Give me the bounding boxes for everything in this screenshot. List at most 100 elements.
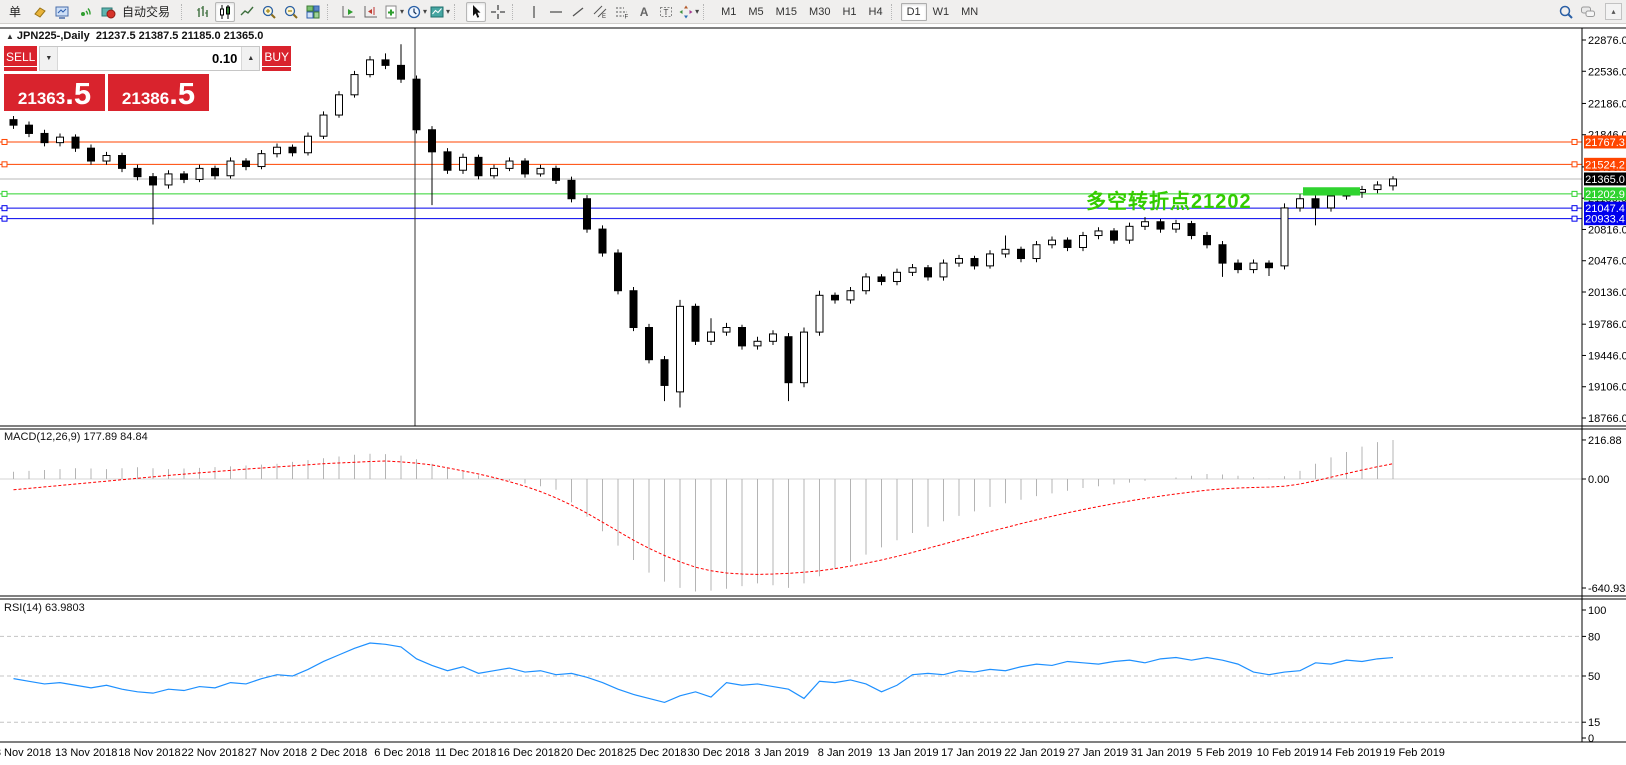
macd-signal-line	[13, 460, 1394, 575]
new-order-button[interactable]: 单	[8, 5, 21, 19]
chart-annotation-text[interactable]: 多空转折点21202	[1086, 191, 1252, 213]
candle-body	[102, 155, 111, 162]
candle-body	[1265, 262, 1273, 269]
candle-body	[753, 340, 762, 347]
trendline-tool-icon[interactable]	[568, 2, 588, 22]
candle-body	[738, 327, 746, 347]
candle-body	[257, 153, 266, 168]
candle-body	[769, 333, 777, 342]
date-axis-label: 13 Nov 2018	[55, 747, 117, 759]
line-handle[interactable]	[1571, 215, 1578, 222]
fibonacci-tool-icon[interactable]: F	[612, 2, 632, 22]
highlight-rectangle[interactable]	[1303, 187, 1360, 196]
candle-body	[1032, 244, 1041, 260]
line-handle[interactable]	[1571, 161, 1578, 168]
volume-input[interactable]	[58, 47, 242, 70]
price-axis-label: 19446.0	[1588, 350, 1626, 362]
date-axis-label: 3 Jan 2019	[755, 747, 809, 759]
chat-icon[interactable]	[1578, 2, 1598, 22]
price-axis-label: 19786.0	[1588, 319, 1626, 331]
line-handle[interactable]	[1, 161, 8, 168]
volume-decrease-button[interactable]: ▼	[40, 47, 59, 70]
candle-body	[1094, 230, 1103, 237]
date-axis-label: 5 Feb 2019	[1197, 747, 1253, 759]
date-axis-label: 25 Dec 2018	[624, 747, 686, 759]
search-icon[interactable]	[1556, 2, 1576, 22]
horizontal-line-tool-icon[interactable]	[546, 2, 566, 22]
templates-icon[interactable]: ▾	[429, 2, 450, 22]
price-axis-label: 20136.0	[1588, 287, 1626, 299]
price-axis-label: 19106.0	[1588, 382, 1626, 394]
text-label-tool-icon[interactable]: T	[656, 2, 676, 22]
line-chart-mode-icon[interactable]	[237, 2, 257, 22]
auto-scroll-icon[interactable]	[339, 2, 359, 22]
price-tag	[1584, 201, 1626, 215]
periods-icon[interactable]: ▾	[406, 2, 427, 22]
toolbar-separator	[703, 3, 711, 20]
date-axis-label: 31 Jan 2019	[1131, 747, 1192, 759]
date-axis-label: 11 Dec 2018	[435, 747, 497, 759]
channel-tool-icon[interactable]: E	[590, 2, 610, 22]
charts-window-icon[interactable]	[52, 2, 72, 22]
buy-price-display[interactable]: 21386.5	[108, 74, 209, 111]
symbol-title: JPN225-,Daily	[16, 30, 90, 42]
signals-icon[interactable]	[74, 2, 94, 22]
candle-body	[40, 132, 49, 144]
candle-body	[877, 276, 886, 283]
metaquotes-icon[interactable]	[30, 2, 50, 22]
timeframe-button-m30[interactable]: M30	[809, 5, 831, 18]
timeframe-button-h4[interactable]: H4	[868, 5, 883, 18]
indicators-icon[interactable]: ▾	[383, 2, 404, 22]
candle-body	[1373, 184, 1382, 191]
timeframe-button-w1[interactable]: W1	[932, 5, 950, 18]
one-click-trading-panel: SELL ▼ ▲ BUY 21363.5 21386.5	[4, 46, 292, 111]
toolbar-overflow-up-button[interactable]: ▴	[1605, 3, 1622, 20]
bar-chart-mode-icon[interactable]	[193, 2, 213, 22]
sell-price-dec: .5	[65, 76, 92, 111]
candle-body	[691, 305, 700, 342]
date-axis-label: 8 Nov 2018	[0, 747, 51, 759]
zoom-in-icon[interactable]	[259, 2, 279, 22]
sell-button[interactable]: SELL	[4, 46, 38, 71]
vertical-line-tool-icon[interactable]	[524, 2, 544, 22]
tile-windows-icon[interactable]	[303, 2, 323, 22]
date-axis-label: 16 Dec 2018	[498, 747, 560, 759]
line-handle[interactable]	[1571, 205, 1578, 212]
candle-chart-mode-icon[interactable]	[215, 1, 236, 22]
line-handle[interactable]	[1571, 138, 1578, 145]
line-handle[interactable]	[1, 138, 8, 145]
crosshair-tool-icon[interactable]	[488, 2, 508, 22]
date-axis-label: 2 Dec 2018	[311, 747, 367, 759]
timeframe-button-d1[interactable]: D1	[900, 2, 927, 21]
timeframe-button-m1[interactable]: M1	[721, 5, 737, 18]
sell-price-display[interactable]: 21363.5	[4, 74, 105, 111]
zoom-out-icon[interactable]	[281, 2, 301, 22]
candle-body	[1280, 207, 1289, 267]
line-handle[interactable]	[1, 205, 8, 212]
timeframe-button-h1[interactable]: H1	[842, 5, 857, 18]
arrows-tool-icon[interactable]: ▾	[678, 2, 699, 22]
price-axis-label: 18766.0	[1588, 413, 1626, 425]
timeframe-button-m5[interactable]: M5	[748, 5, 764, 18]
volume-increase-button[interactable]: ▲	[241, 47, 260, 70]
auto-trading-button[interactable]: 自动交易	[96, 2, 177, 22]
collapse-icon[interactable]: ▲	[6, 32, 14, 41]
candle-body	[133, 167, 142, 178]
line-handle[interactable]	[1571, 190, 1578, 197]
sell-button-label: SELL	[4, 50, 38, 67]
cursor-tool-icon[interactable]	[466, 1, 487, 22]
rsi-axis-label: 0	[1588, 733, 1594, 745]
timeframe-button-mn[interactable]: MN	[961, 5, 979, 18]
line-handle[interactable]	[1, 190, 8, 197]
chart-shift-icon[interactable]	[361, 2, 381, 22]
timeframe-button-m15[interactable]: M15	[775, 5, 798, 18]
line-handle[interactable]	[1, 215, 8, 222]
candle-body	[180, 173, 188, 180]
rsi-header: RSI(14) 63.9803	[4, 602, 85, 614]
text-tool-icon[interactable]: A	[639, 4, 649, 19]
candle-body	[986, 253, 994, 267]
candle-body	[319, 114, 328, 137]
date-axis-label: 17 Jan 2019	[941, 747, 1002, 759]
buy-button[interactable]: BUY	[262, 46, 292, 71]
